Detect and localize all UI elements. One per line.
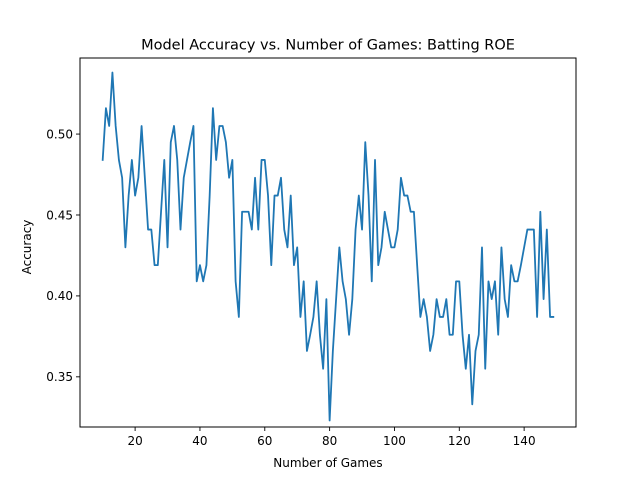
x-tick-label: 20	[127, 434, 142, 448]
chart-title: Model Accuracy vs. Number of Games: Batt…	[141, 38, 515, 54]
x-tick-label: 40	[192, 434, 207, 448]
y-axis-label: Accuracy	[20, 220, 34, 275]
y-tick-label: 0.40	[46, 289, 73, 303]
x-axis: 20 40 60 80 100 120 140	[127, 427, 536, 448]
accuracy-series-line	[101, 71, 555, 422]
y-axis: 0.35 0.40 0.45 0.50	[46, 127, 80, 384]
y-tick-label: 0.35	[46, 370, 73, 384]
y-tick-label: 0.50	[46, 127, 73, 141]
x-tick-label: 100	[383, 434, 406, 448]
x-tick-label: 60	[257, 434, 272, 448]
x-tick-label: 140	[513, 434, 536, 448]
plot-frame	[79, 57, 577, 428]
plot-area	[79, 57, 577, 428]
x-tick-label: 80	[322, 434, 337, 448]
x-tick-label: 120	[448, 434, 471, 448]
x-axis-label: Number of Games	[273, 456, 382, 470]
y-tick-label: 0.45	[46, 208, 73, 222]
